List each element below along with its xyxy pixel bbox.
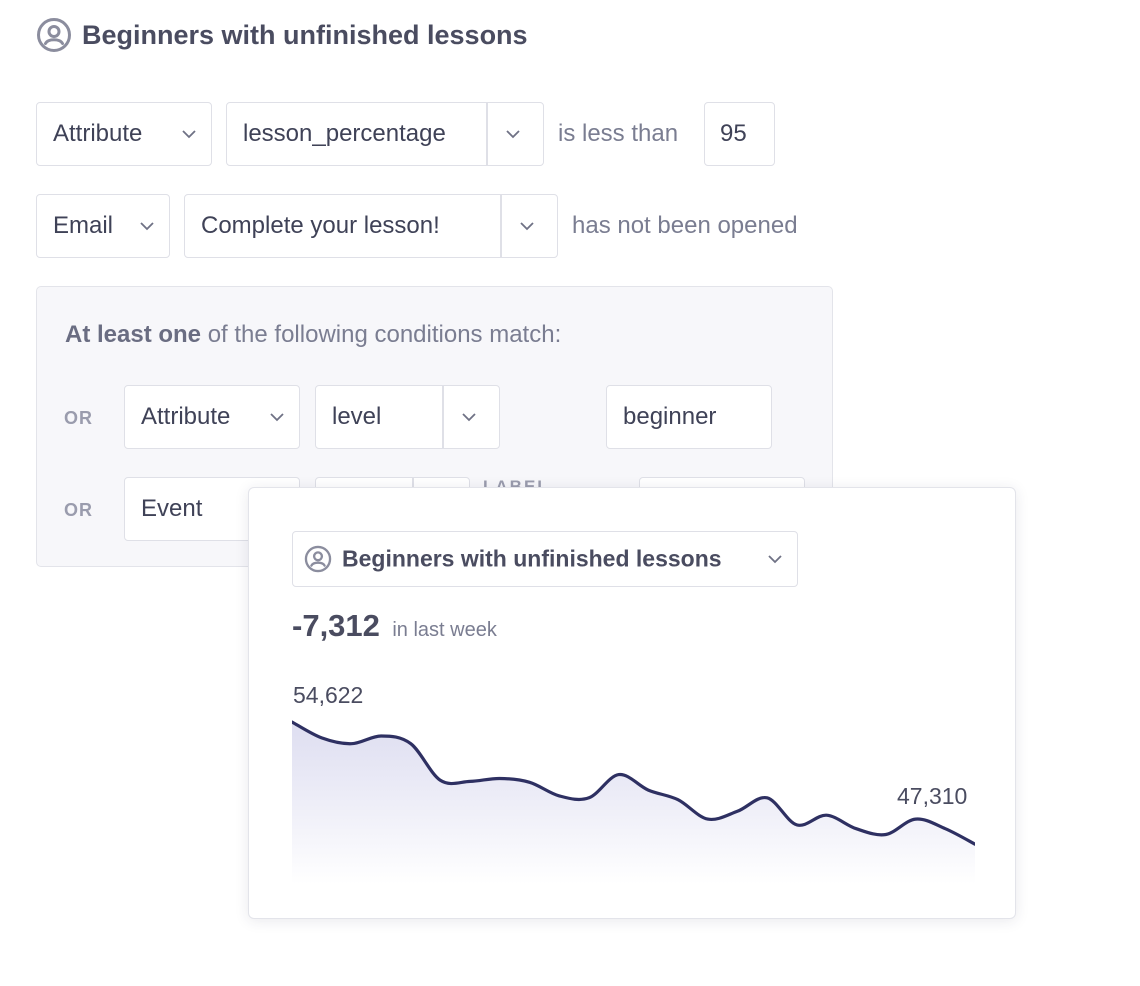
trend-area-chart (292, 720, 975, 884)
delta-caption: in last week (392, 619, 497, 641)
group-heading: At least one of the following conditions… (65, 321, 561, 349)
group-heading-rest: of the following conditions match: (201, 321, 562, 348)
rule1-value-input[interactable]: 95 (704, 102, 775, 166)
delta-value: -7,312 (292, 608, 380, 643)
chevron-down-icon (520, 222, 534, 231)
group-row1-value-input[interactable]: beginner (606, 385, 772, 449)
rule2-field-select[interactable]: Complete your lesson! (184, 194, 558, 258)
chevron-down-icon (768, 555, 782, 564)
trend-area-fill (292, 722, 975, 884)
chevron-down-icon (140, 222, 154, 231)
or-connector: OR (64, 500, 93, 520)
segment-title-text: Beginners with unfinished lessons (82, 19, 528, 50)
rule2-operator: has not been opened (572, 212, 798, 239)
chevron-down-icon (270, 413, 284, 422)
group-row1-value-text: beginner (623, 403, 717, 430)
rule2-type-label: Email (53, 212, 114, 239)
chevron-down-icon (462, 413, 476, 422)
group-heading-bold: At least one (65, 321, 202, 348)
trend-line (292, 720, 975, 846)
select-divider (500, 195, 502, 257)
group-row2-type-label: Event (141, 495, 203, 522)
group-row1-type-label: Attribute (141, 403, 231, 430)
select-divider (442, 386, 444, 448)
or-connector: OR (64, 408, 93, 428)
chevron-down-icon (182, 130, 196, 139)
rule1-operator: is less than (558, 120, 679, 147)
segment-selector-label: Beginners with unfinished lessons (342, 545, 722, 572)
rule1-value-text: 95 (720, 120, 747, 147)
chart-start-label: 54,622 (293, 682, 364, 708)
rule1-field-select[interactable]: lesson_percentage (226, 102, 544, 166)
segment-trend-card: Beginners with unfinished lessons -7,312… (248, 487, 1016, 919)
rule1-type-select[interactable]: Attribute (36, 102, 212, 166)
group-row1-field-label: level (332, 403, 382, 430)
chevron-down-icon (506, 130, 520, 139)
rule2-type-select[interactable]: Email (36, 194, 170, 258)
segment-selector-dropdown[interactable]: Beginners with unfinished lessons (292, 531, 798, 587)
rule2-field-label: Complete your lesson! (201, 212, 440, 239)
group-row1-type-select[interactable]: Attribute (124, 385, 300, 449)
select-divider (486, 103, 488, 165)
rule1-type-label: Attribute (53, 120, 143, 147)
user-circle-icon (37, 18, 71, 52)
segment-title: Beginners with unfinished lessons (36, 16, 528, 54)
user-circle-icon (304, 545, 332, 573)
group-row1-field-select[interactable]: level (315, 385, 500, 449)
chart-end-label: 47,310 (897, 783, 968, 809)
delta-summary: -7,312 in last week (292, 608, 497, 644)
rule1-field-label: lesson_percentage (243, 120, 446, 147)
